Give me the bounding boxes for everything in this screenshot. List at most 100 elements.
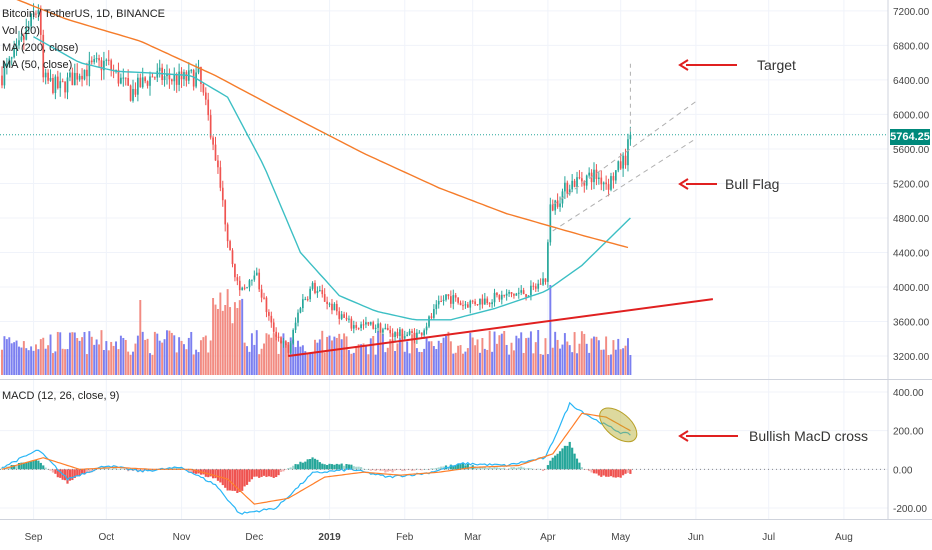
- volume-bar: [102, 350, 105, 375]
- macd-histogram-bar: [609, 469, 613, 477]
- candle-body: [287, 344, 290, 353]
- candle-body: [105, 59, 108, 61]
- candle-body: [214, 144, 217, 161]
- volume-label[interactable]: Vol (20): [2, 25, 40, 37]
- candle-body: [585, 175, 588, 186]
- volume-bar: [360, 344, 363, 375]
- candle-body: [73, 72, 76, 86]
- volume-bar: [187, 337, 190, 375]
- candle-body: [3, 67, 6, 86]
- volume-bar: [168, 330, 171, 375]
- candle-body: [76, 72, 79, 80]
- symbol-label[interactable]: Bitcoin / TetherUS, 1D, BINANCE: [2, 8, 166, 20]
- macd-histogram-bar: [362, 468, 365, 470]
- macd-layer: [0, 401, 888, 515]
- macd-histogram-bar: [80, 469, 84, 474]
- macd-histogram-bar: [141, 469, 144, 473]
- drawing-tools-layer[interactable]: [288, 59, 738, 442]
- moving-average-layer: [0, 0, 888, 321]
- volume-bar: [379, 330, 382, 375]
- macd-histogram-bar: [430, 468, 433, 470]
- volume-bar: [18, 346, 20, 375]
- price-tick-label: 4800.00: [893, 214, 930, 225]
- annotation-bull-flag[interactable]: Bull Flag: [725, 176, 780, 192]
- macd-histogram-bar: [379, 469, 382, 471]
- candle-body: [367, 322, 370, 325]
- volume-bar: [44, 348, 47, 375]
- candle-body: [200, 66, 202, 84]
- volume-bar: [221, 310, 224, 375]
- candle-body: [93, 59, 96, 63]
- candle-body: [491, 302, 493, 305]
- volume-bar: [95, 339, 98, 375]
- volume-bar: [428, 341, 430, 375]
- volume-bar: [335, 337, 338, 375]
- volume-bar: [158, 340, 161, 375]
- macd-histogram-bar: [260, 469, 263, 477]
- candle-body: [566, 182, 569, 194]
- candle-body: [612, 176, 615, 181]
- volume-bar: [144, 339, 147, 375]
- candle-body: [622, 155, 624, 169]
- macd-histogram-bar: [219, 469, 222, 483]
- volume-bar: [175, 352, 178, 375]
- candle-body: [583, 181, 586, 186]
- macd-histogram-bar: [306, 459, 309, 470]
- volume-bar: [231, 323, 234, 375]
- pane-separator[interactable]: [0, 379, 932, 380]
- price-tick-label: 5600.00: [893, 145, 930, 156]
- volume-bar: [202, 337, 205, 375]
- volume-bar: [20, 347, 23, 375]
- candle-body: [600, 177, 603, 185]
- candle-body: [564, 182, 566, 192]
- candle-body: [399, 329, 401, 337]
- candle-body: [425, 326, 428, 331]
- candle-body: [202, 83, 205, 93]
- volume-bar: [602, 349, 605, 375]
- candle-body: [437, 300, 440, 305]
- volume-bar: [372, 335, 375, 375]
- flag-upper-line: [552, 101, 697, 206]
- candle-body: [629, 134, 632, 140]
- macd-histogram-bar: [265, 469, 268, 477]
- macd-histogram-bar: [316, 459, 319, 470]
- macd-histogram-bar: [233, 469, 237, 491]
- candle-body: [185, 72, 188, 81]
- volume-bar: [517, 338, 520, 375]
- candle-body: [192, 70, 195, 87]
- volume-bar: [27, 350, 30, 375]
- macd-histogram-bar: [231, 469, 234, 491]
- macd-histogram-bar: [248, 469, 251, 482]
- ma200-label[interactable]: MA (200, close): [2, 42, 79, 54]
- volume-bar: [151, 354, 154, 375]
- candle-body: [408, 331, 411, 335]
- ma50-label[interactable]: MA (50, close): [2, 59, 73, 71]
- volume-bar: [563, 333, 566, 375]
- macd-histogram-bar: [338, 464, 341, 470]
- macd-histogram-bar: [187, 469, 190, 473]
- price-tick-label: 7200.00: [893, 7, 930, 18]
- candle-body: [100, 60, 103, 71]
- annotation-macd-cross[interactable]: Bullish MacD cross: [749, 428, 869, 444]
- volume-bar: [141, 331, 144, 375]
- candle-body: [81, 75, 83, 80]
- macd-histogram-bar: [192, 469, 195, 474]
- macd-histogram-bar: [359, 467, 363, 470]
- candle-body: [311, 282, 314, 289]
- macd-histogram-bar: [622, 469, 625, 476]
- macd-histogram-bar: [537, 468, 540, 470]
- volume-bar: [600, 349, 603, 375]
- candle-body: [209, 115, 212, 138]
- volume-bar: [597, 340, 600, 375]
- volume-bar: [56, 331, 59, 375]
- candle-body: [124, 77, 127, 79]
- volume-bar: [258, 354, 261, 375]
- annotation-target[interactable]: Target: [757, 57, 796, 73]
- main-legend: Bitcoin / TetherUS, 1D, BINANCE Vol (20)…: [2, 6, 165, 74]
- volume-bar: [580, 331, 583, 375]
- macd-histogram-bar: [457, 463, 460, 470]
- candle-body: [270, 315, 273, 323]
- macd-label[interactable]: MACD (12, 26, close, 9): [2, 390, 120, 402]
- macd-histogram-bar: [304, 461, 307, 470]
